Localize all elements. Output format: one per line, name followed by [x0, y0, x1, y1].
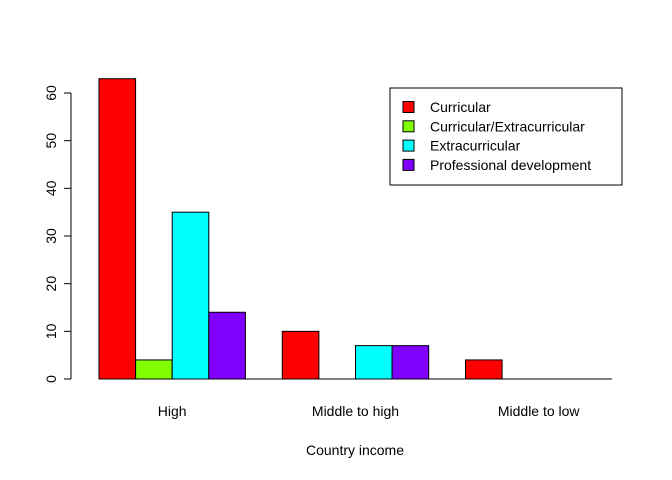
x-axis-label: Country income	[306, 442, 404, 458]
y-tick-label-60: 60	[43, 85, 59, 101]
y-tick-label-50: 50	[43, 133, 59, 149]
bar-high-extracurricular	[171, 211, 210, 380]
legend-label-curricular-extracurricular: Curricular/Extracurricular	[430, 118, 585, 134]
legend-label-extracurricular: Extracurricular	[430, 138, 521, 154]
y-axis: 0 10 20 30 40 50 60	[43, 85, 72, 383]
legend: Curricular Curricular/Extracurricular Extr…	[389, 87, 623, 186]
y-tick-label-20: 20	[43, 276, 59, 292]
y-tick-label-40: 40	[43, 180, 59, 196]
bar-high-curricular	[98, 78, 137, 380]
bar-middle-to-high-extracurricular	[355, 345, 393, 380]
legend-swatch-extracurricular	[402, 139, 415, 152]
legend-swatch-professional-development	[402, 158, 415, 171]
bar-high-curricular-extracurricular	[135, 359, 173, 380]
bar-middle-to-low-curricular	[465, 359, 503, 380]
bars-group	[98, 78, 503, 380]
x-tick-labels: High Middle to high Middle to low	[158, 403, 581, 419]
bar-high-professional-development	[208, 311, 246, 380]
x-tick-label-high: High	[158, 403, 187, 419]
bar-middle-to-high-curricular	[281, 330, 320, 380]
legend-swatch-curricular-extracurricular	[402, 120, 415, 133]
legend-box	[389, 87, 623, 186]
legend-label-professional-development: Professional development	[430, 157, 591, 173]
y-tick-label-10: 10	[43, 323, 59, 339]
legend-label-curricular: Curricular	[430, 99, 491, 115]
y-tick-label-0: 0	[43, 375, 59, 383]
x-tick-label-middle-to-high: Middle to high	[312, 403, 399, 419]
bar-middle-to-high-professional-development	[391, 345, 430, 380]
y-tick-label-30: 30	[43, 228, 59, 244]
legend-swatch-curricular	[402, 101, 415, 113]
x-tick-label-middle-to-low: Middle to low	[498, 403, 581, 419]
